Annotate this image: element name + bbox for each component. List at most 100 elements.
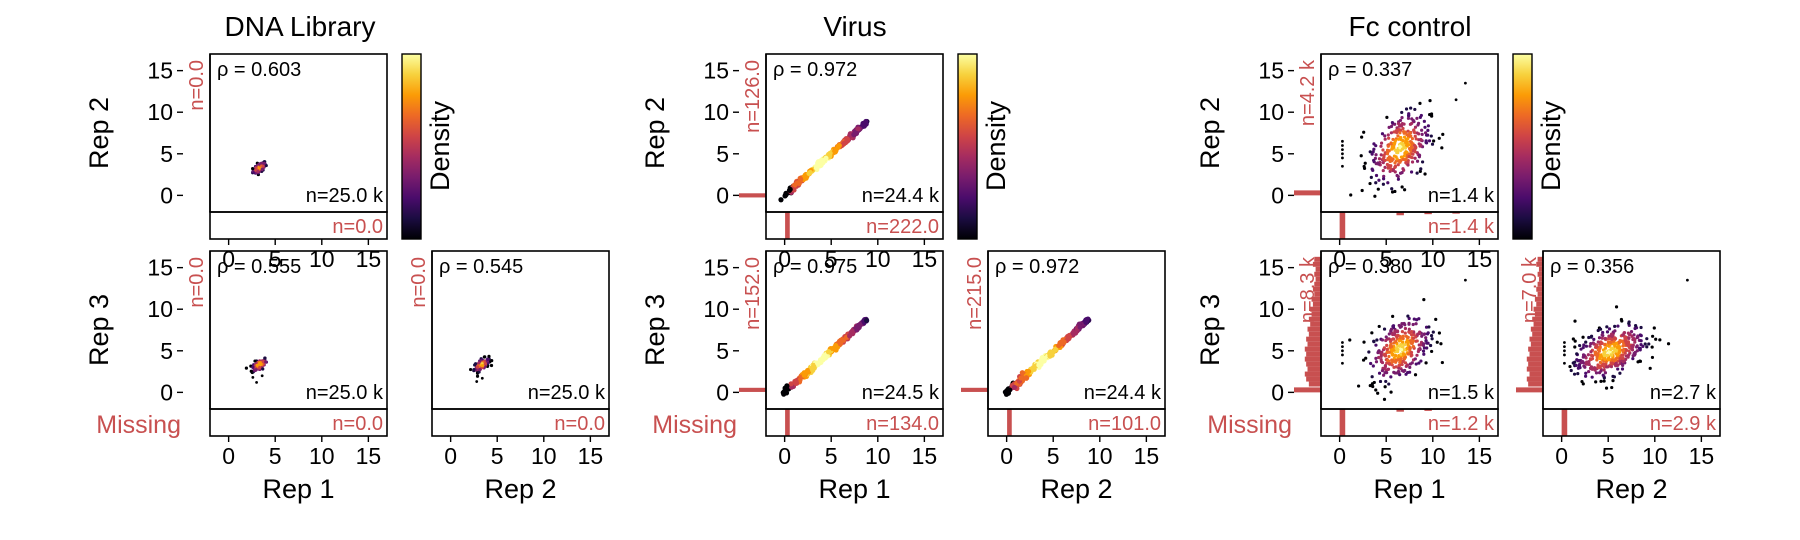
outlier-point — [1341, 361, 1344, 365]
x-axis-label: Rep 2 — [1595, 474, 1667, 504]
data-point — [1439, 342, 1443, 346]
missing-y-bar — [1537, 256, 1543, 262]
data-point — [1435, 340, 1439, 344]
data-point — [1387, 163, 1391, 167]
n-missing-x-annotation: n=0.0 — [332, 413, 383, 435]
data-point — [487, 354, 491, 358]
n-both-annotation: n=2.7 k — [1650, 382, 1717, 404]
scatter-panel-5: 0 5 10 15 0 5 10 15 Rep 1 Rep 3 ρ = 0.975 n=24.5 k n… — [640, 250, 944, 504]
data-point — [781, 389, 787, 395]
data-point — [1607, 327, 1612, 331]
data-point — [1387, 350, 1391, 354]
y-tick-label: 0 — [1271, 182, 1284, 208]
n-missing-y-annotation: n=152.0 — [742, 257, 764, 330]
data-point — [1429, 334, 1434, 338]
colorbar-gradient — [1512, 53, 1533, 240]
data-point — [1381, 148, 1385, 152]
n-both-annotation: n=1.4 k — [1428, 185, 1495, 207]
n-missing-x-annotation: n=134.0 — [866, 413, 939, 435]
data-point — [1387, 157, 1391, 162]
rho-annotation: ρ = 0.975 — [773, 256, 857, 278]
data-point — [1614, 341, 1619, 345]
data-point — [840, 337, 846, 343]
rho-annotation: ρ = 0.555 — [217, 256, 301, 278]
data-point — [253, 359, 257, 363]
data-point — [489, 363, 494, 368]
data-point — [1362, 130, 1366, 134]
y-tick-label: 15 — [1258, 58, 1284, 84]
data-point — [1413, 134, 1417, 138]
data-point — [1630, 348, 1635, 352]
data-point — [1623, 351, 1627, 355]
missing-y-bar — [1312, 301, 1321, 307]
data-point — [1007, 387, 1013, 393]
data-point — [1616, 353, 1620, 357]
x-tick-label: 10 — [1420, 246, 1446, 272]
data-point — [1603, 357, 1607, 361]
data-point — [259, 362, 263, 366]
data-point — [1400, 110, 1404, 115]
data-point — [1594, 371, 1599, 375]
rho-annotation: ρ = 0.545 — [439, 256, 523, 278]
data-point — [1603, 336, 1607, 341]
data-point — [474, 362, 478, 366]
data-point — [251, 365, 255, 369]
data-point — [1360, 188, 1364, 193]
data-point — [1409, 170, 1414, 174]
data-point — [1437, 331, 1442, 335]
data-point — [1384, 379, 1388, 384]
x-tick-label: 5 — [825, 246, 838, 272]
data-point — [1410, 341, 1414, 345]
data-point — [1602, 368, 1606, 372]
missing-x-bar — [1339, 212, 1346, 239]
data-point — [1379, 144, 1383, 148]
data-point — [1605, 365, 1609, 369]
missing-y-bar — [1537, 271, 1543, 277]
x-tick-label: 15 — [356, 246, 382, 272]
data-point — [1405, 370, 1410, 375]
data-point — [1620, 353, 1624, 357]
data-point — [1394, 358, 1399, 362]
data-point — [1387, 332, 1391, 336]
y-axis-label: Rep 2 — [640, 97, 670, 169]
data-point — [833, 342, 839, 349]
data-point — [1058, 340, 1064, 346]
data-point — [1396, 174, 1400, 179]
x-tick-label: 15 — [578, 443, 604, 469]
data-point — [1391, 348, 1395, 352]
y-tick-label: 10 — [1258, 99, 1284, 125]
data-point — [1601, 330, 1605, 335]
data-point — [1391, 137, 1395, 142]
rho-annotation: ρ = 0.972 — [995, 256, 1079, 278]
data-point — [1621, 356, 1625, 360]
missing-y-bar — [1528, 381, 1543, 387]
missing-y-bar — [1308, 316, 1321, 322]
x-tick-label: 10 — [1087, 443, 1113, 469]
colorbar-label: Density — [981, 100, 1011, 191]
missing-axis-label: Missing — [1207, 411, 1292, 439]
data-point — [825, 349, 832, 355]
x-tick-label: 15 — [1689, 443, 1715, 469]
x-axis-label: Rep 1 — [1373, 474, 1445, 504]
data-point — [1584, 356, 1588, 360]
data-point — [1432, 139, 1436, 143]
data-point — [1647, 342, 1651, 346]
data-point — [1396, 134, 1400, 138]
data-point — [1418, 101, 1422, 105]
y-tick-label: 10 — [1258, 296, 1284, 322]
data-point — [1392, 344, 1396, 349]
data-point — [820, 357, 826, 363]
data-point — [1645, 345, 1649, 349]
data-point — [1422, 297, 1426, 302]
data-point — [1380, 132, 1385, 136]
missing-y-bar — [1536, 261, 1543, 267]
data-point — [1401, 334, 1405, 338]
data-point — [793, 380, 799, 386]
missing-y-bar — [1314, 271, 1321, 277]
x-tick-label: 15 — [912, 246, 938, 272]
data-point — [1588, 344, 1592, 348]
data-point — [1611, 374, 1615, 378]
data-point — [1401, 359, 1405, 363]
data-point — [1377, 324, 1381, 329]
missing-y-bar — [1314, 256, 1321, 262]
